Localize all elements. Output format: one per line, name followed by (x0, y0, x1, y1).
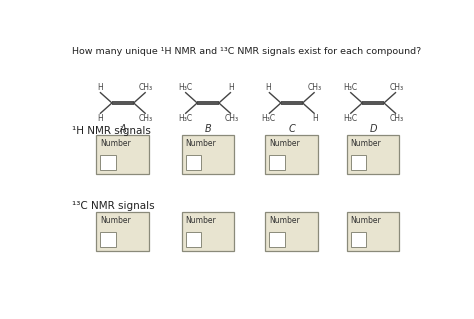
Text: CH₃: CH₃ (389, 83, 403, 92)
Text: H₃C: H₃C (343, 83, 357, 92)
Text: Number: Number (186, 139, 216, 148)
FancyBboxPatch shape (265, 212, 318, 251)
FancyBboxPatch shape (269, 154, 285, 170)
Text: Number: Number (351, 216, 382, 225)
FancyBboxPatch shape (100, 232, 116, 247)
Text: H: H (97, 114, 102, 123)
FancyBboxPatch shape (100, 154, 116, 170)
Text: Number: Number (269, 139, 300, 148)
Text: H₃C: H₃C (343, 114, 357, 123)
Text: Number: Number (100, 139, 131, 148)
FancyBboxPatch shape (351, 232, 366, 247)
Text: CH₃: CH₃ (308, 83, 322, 92)
Text: A: A (119, 124, 126, 134)
FancyBboxPatch shape (269, 232, 285, 247)
Text: B: B (205, 124, 211, 134)
Text: H₃C: H₃C (178, 114, 192, 123)
Text: How many unique ¹H NMR and ¹³C NMR signals exist for each compound?: How many unique ¹H NMR and ¹³C NMR signa… (72, 47, 421, 56)
Text: CH₃: CH₃ (389, 114, 403, 123)
Text: Number: Number (186, 216, 216, 225)
Text: ¹H NMR signals: ¹H NMR signals (72, 126, 151, 136)
Text: ¹³C NMR signals: ¹³C NMR signals (72, 201, 154, 211)
Text: CH₃: CH₃ (139, 83, 153, 92)
FancyBboxPatch shape (347, 212, 400, 251)
Text: H: H (97, 83, 102, 92)
Text: CH₃: CH₃ (139, 114, 153, 123)
Text: H₃C: H₃C (178, 83, 192, 92)
FancyBboxPatch shape (265, 135, 318, 174)
FancyBboxPatch shape (182, 212, 235, 251)
Text: C: C (288, 124, 295, 134)
Text: H: H (266, 83, 272, 92)
Text: Number: Number (100, 216, 131, 225)
FancyBboxPatch shape (186, 232, 201, 247)
Text: Number: Number (269, 216, 300, 225)
FancyBboxPatch shape (351, 154, 366, 170)
Text: H: H (228, 83, 234, 92)
FancyBboxPatch shape (182, 135, 235, 174)
Text: Number: Number (351, 139, 382, 148)
Text: H: H (312, 114, 318, 123)
Text: D: D (369, 124, 377, 134)
FancyBboxPatch shape (96, 212, 149, 251)
Text: H₃C: H₃C (262, 114, 276, 123)
Text: CH₃: CH₃ (224, 114, 238, 123)
FancyBboxPatch shape (186, 154, 201, 170)
FancyBboxPatch shape (96, 135, 149, 174)
FancyBboxPatch shape (347, 135, 400, 174)
